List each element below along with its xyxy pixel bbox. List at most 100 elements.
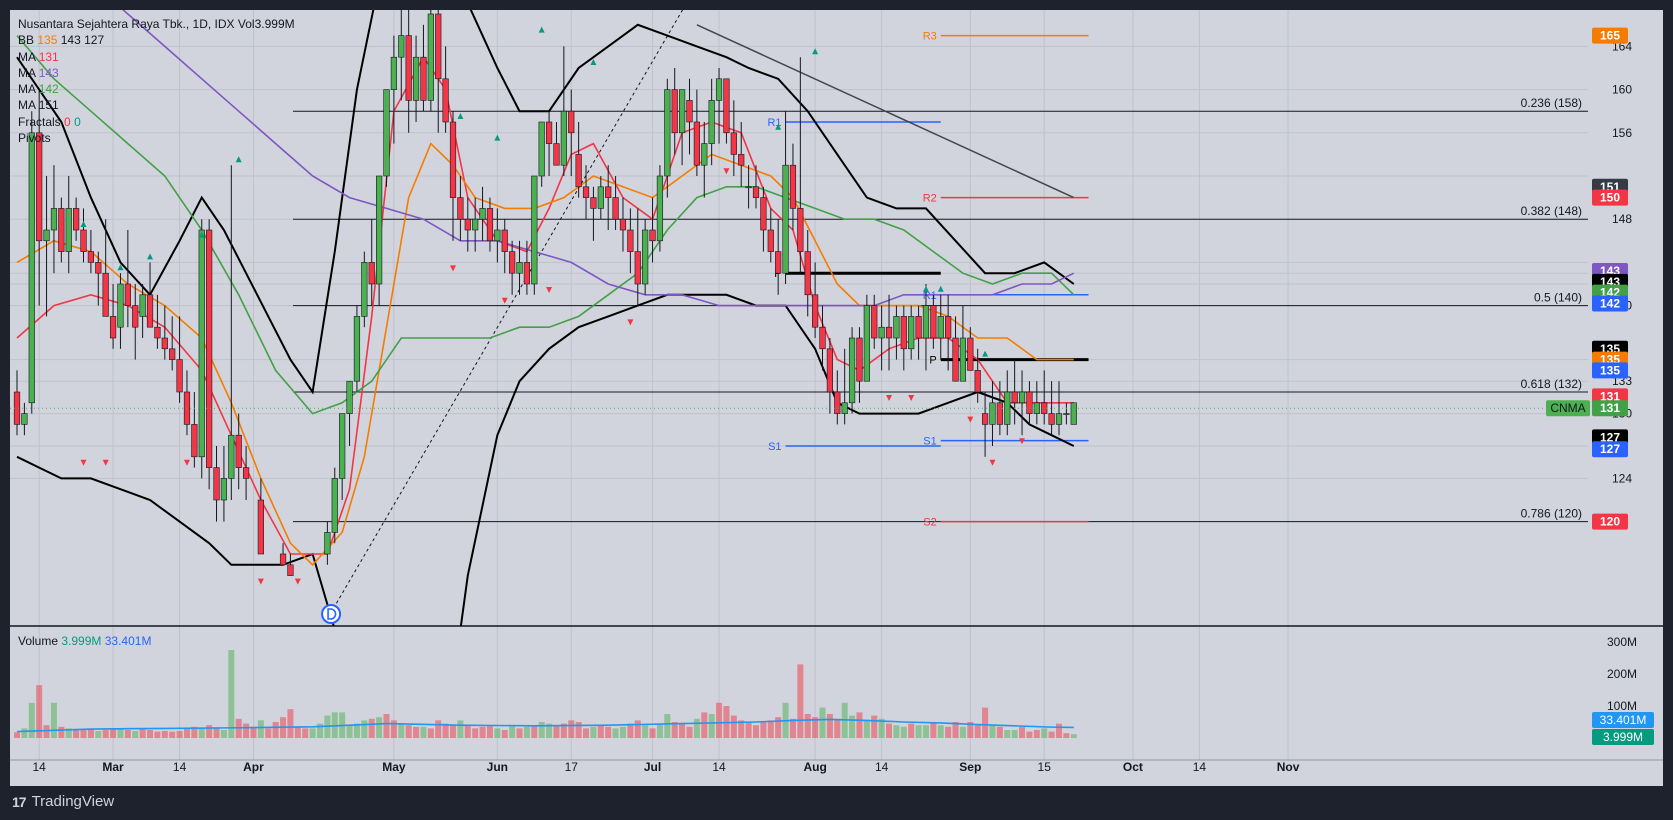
candle-body bbox=[878, 326, 885, 339]
fractal-down-icon bbox=[1019, 438, 1026, 445]
volume-bar bbox=[730, 715, 737, 738]
price-tag bbox=[1592, 441, 1628, 458]
candle-body bbox=[767, 229, 774, 252]
legend-ma-label: MA bbox=[18, 98, 36, 113]
volume-bar bbox=[413, 726, 420, 738]
volume-bar bbox=[516, 728, 523, 738]
candle-body bbox=[73, 208, 80, 231]
candle-body bbox=[656, 175, 664, 242]
candle-body bbox=[412, 56, 420, 101]
volume-bar bbox=[597, 725, 604, 738]
candle-body bbox=[213, 467, 220, 501]
legend-fractals-row[interactable]: Fractals 0 0 bbox=[18, 114, 295, 130]
candle-body bbox=[405, 35, 412, 101]
time-axis-label: 17 bbox=[565, 760, 579, 774]
volume-bar bbox=[420, 726, 427, 738]
volume-bar bbox=[826, 714, 833, 738]
candle-body bbox=[1041, 402, 1048, 414]
volume-bar bbox=[1055, 723, 1062, 738]
candle-body bbox=[945, 316, 952, 339]
fractal-up-icon bbox=[982, 350, 989, 357]
candle-body bbox=[324, 532, 331, 555]
volume-bar bbox=[871, 715, 878, 738]
candle-body bbox=[516, 262, 523, 274]
volume-bar bbox=[220, 730, 227, 738]
volume-bar bbox=[80, 730, 87, 738]
volume-bar bbox=[132, 730, 139, 738]
candle-body bbox=[464, 218, 471, 231]
brand-name: TradingView bbox=[31, 793, 115, 810]
candle-body bbox=[95, 262, 102, 274]
volume-bar bbox=[450, 725, 457, 738]
fractal-up-icon bbox=[937, 285, 944, 292]
volume-bar bbox=[797, 664, 804, 738]
candle-body bbox=[605, 186, 612, 198]
volume-bar bbox=[568, 720, 575, 738]
fractal-up-icon bbox=[457, 113, 464, 119]
candle-body bbox=[649, 229, 656, 242]
candle-body bbox=[782, 164, 789, 274]
legend-ma-value: 151 bbox=[38, 98, 59, 113]
candle-body bbox=[257, 499, 264, 555]
volume-bar bbox=[405, 725, 412, 738]
candle-body bbox=[612, 197, 619, 220]
volume-bar bbox=[878, 718, 885, 738]
volume-bar bbox=[671, 722, 678, 738]
volume-legend[interactable]: Volume 3.999M 33.401M bbox=[18, 634, 151, 648]
legend-ma-value: 131 bbox=[38, 49, 59, 64]
volume-bar bbox=[28, 702, 35, 738]
pivot-label: R2 bbox=[923, 193, 937, 205]
tradingview-brand[interactable]: 17 TradingView bbox=[12, 793, 114, 810]
volume-bar bbox=[531, 725, 538, 738]
volume-bar bbox=[967, 722, 974, 738]
legend-ma-row-1[interactable]: MA 131 bbox=[18, 49, 295, 65]
candle-body bbox=[848, 337, 856, 404]
volume-bar bbox=[819, 707, 826, 738]
legend-ma-row-4[interactable]: MA 151 bbox=[18, 97, 295, 113]
volume-bar bbox=[627, 723, 634, 738]
legend-pivots-row[interactable]: Pivots bbox=[18, 130, 295, 146]
volume-bar bbox=[1048, 731, 1055, 738]
volume-tag-label: 33.401M bbox=[1600, 713, 1647, 727]
legend-symbol: Nusantara Sejahtera Raya Tbk., 1D, IDX bbox=[18, 17, 235, 31]
candle-body bbox=[952, 337, 959, 382]
volume-bar bbox=[302, 728, 309, 738]
candle-body bbox=[1048, 413, 1055, 425]
volume-bar bbox=[893, 725, 900, 738]
candle-body bbox=[523, 262, 531, 285]
price-tag bbox=[1592, 513, 1628, 530]
bollinger-upper-band bbox=[16, 10, 1075, 395]
time-axis-label: Oct bbox=[1123, 760, 1143, 774]
candle-body bbox=[575, 154, 582, 188]
legend-ma-row-3[interactable]: MA 142 bbox=[18, 81, 295, 97]
candle-body bbox=[738, 154, 745, 166]
volume-bar bbox=[937, 725, 944, 738]
volume-tag bbox=[1592, 712, 1654, 728]
volume-bar bbox=[464, 725, 471, 738]
volume-bar bbox=[767, 720, 774, 738]
volume-bar bbox=[124, 730, 131, 738]
volume-bar bbox=[863, 720, 870, 738]
legend-bb-row[interactable]: BB 135 143 127 bbox=[18, 32, 295, 48]
candle-body bbox=[1063, 413, 1070, 415]
candle-body bbox=[361, 262, 368, 317]
legend-symbol-row[interactable]: Nusantara Sejahtera Raya Tbk., 1D, IDX V… bbox=[18, 16, 295, 32]
fib-level-label: 0.236 (158) bbox=[1521, 96, 1582, 110]
legend-ma-row-2[interactable]: MA 143 bbox=[18, 65, 295, 81]
price-tag bbox=[1592, 362, 1628, 379]
candle-body bbox=[58, 208, 65, 252]
volume-bar bbox=[634, 720, 641, 738]
bollinger-lower-band bbox=[16, 293, 1075, 626]
fractal-up-icon bbox=[494, 134, 501, 141]
volume-bar bbox=[642, 725, 649, 738]
candle-body bbox=[545, 121, 553, 144]
fractal-up-icon bbox=[922, 285, 929, 292]
volume-bar bbox=[21, 728, 28, 738]
volume-bar bbox=[257, 720, 264, 738]
time-axis-label: Jul bbox=[644, 760, 661, 774]
candle-body bbox=[863, 305, 870, 382]
volume-bar bbox=[664, 714, 671, 738]
candle-body bbox=[146, 294, 154, 328]
candle-body bbox=[804, 251, 811, 296]
